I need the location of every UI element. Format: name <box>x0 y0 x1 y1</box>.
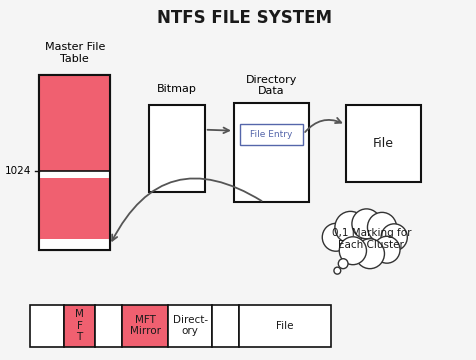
Text: Bitmap: Bitmap <box>157 84 196 94</box>
Circle shape <box>355 239 384 269</box>
Text: File Entry: File Entry <box>250 130 292 139</box>
Circle shape <box>322 223 349 251</box>
Text: Master File
Table: Master File Table <box>44 42 105 64</box>
FancyBboxPatch shape <box>122 305 168 347</box>
Circle shape <box>367 212 396 242</box>
FancyBboxPatch shape <box>40 178 109 239</box>
FancyBboxPatch shape <box>345 105 420 183</box>
Text: Direct-
ory: Direct- ory <box>172 315 207 337</box>
FancyBboxPatch shape <box>233 103 308 202</box>
Text: NTFS FILE SYSTEM: NTFS FILE SYSTEM <box>157 9 331 27</box>
FancyBboxPatch shape <box>40 75 109 250</box>
FancyBboxPatch shape <box>149 105 204 193</box>
Text: M
F
T: M F T <box>75 309 84 342</box>
FancyBboxPatch shape <box>40 75 109 171</box>
Circle shape <box>338 237 366 265</box>
Circle shape <box>333 267 340 274</box>
Circle shape <box>334 211 365 243</box>
FancyBboxPatch shape <box>239 124 303 145</box>
FancyBboxPatch shape <box>211 305 238 347</box>
Text: 0,1 Marking for
Each Cluster: 0,1 Marking for Each Cluster <box>331 228 410 249</box>
Circle shape <box>351 209 380 239</box>
Text: MFT
Mirror: MFT Mirror <box>129 315 160 337</box>
FancyBboxPatch shape <box>238 305 330 347</box>
FancyBboxPatch shape <box>40 240 109 250</box>
Circle shape <box>337 259 347 269</box>
Text: File: File <box>372 138 393 150</box>
Circle shape <box>380 224 407 251</box>
Circle shape <box>373 236 399 263</box>
Text: 1024: 1024 <box>4 166 30 176</box>
FancyBboxPatch shape <box>95 305 122 347</box>
FancyBboxPatch shape <box>30 305 64 347</box>
FancyBboxPatch shape <box>40 171 109 178</box>
Text: Directory
Data: Directory Data <box>245 75 297 96</box>
FancyBboxPatch shape <box>168 305 211 347</box>
Text: File: File <box>276 321 293 331</box>
FancyBboxPatch shape <box>64 305 95 347</box>
